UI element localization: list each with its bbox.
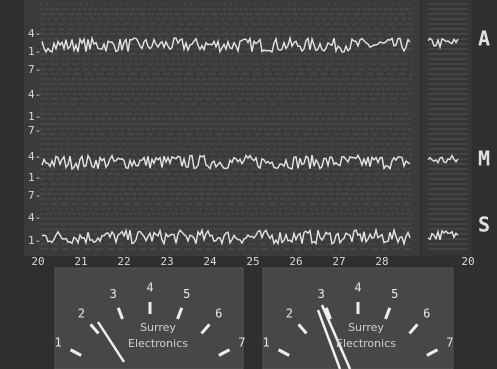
x-label: 22: [117, 255, 130, 268]
meter-brand: Electronics: [128, 337, 188, 350]
meter-brand: Surrey: [348, 321, 384, 334]
channel-label: M: [478, 147, 490, 171]
channel-label: A: [478, 27, 490, 51]
side-trace: [427, 154, 459, 164]
x-label: 23: [160, 255, 173, 268]
row-label: 1-: [28, 234, 41, 247]
meter-tick: [176, 307, 184, 320]
meter-scale: 4: [354, 281, 361, 295]
row-label: 1-: [28, 171, 41, 184]
traces: [41, 35, 459, 247]
meter-scale: 3: [318, 287, 325, 301]
x-label: 25: [246, 255, 259, 268]
meter-brand: Surrey: [140, 321, 176, 334]
labels: 4-1-7-4-1-7-4-1-7-4-1-20 21 22 23 24 25 26 27 28…: [28, 27, 490, 369]
meter-tick: [89, 323, 100, 335]
meter-needle: [320, 304, 352, 369]
meter-tick: [277, 348, 290, 357]
meter-scale: 7: [446, 336, 453, 350]
meter-brand: Electronics: [336, 337, 396, 350]
channel-label: S: [478, 213, 490, 237]
meter-tick: [324, 307, 332, 320]
meter-tick: [426, 348, 439, 357]
x-label: 21: [74, 255, 87, 268]
meter-scale: 4: [146, 281, 153, 295]
meter-tick: [384, 307, 392, 320]
row-label: 4-: [28, 150, 41, 163]
meter-needle: [96, 321, 126, 363]
meter-scale: 2: [78, 306, 85, 320]
x-label: 24: [203, 255, 217, 268]
row-label: 1-: [28, 45, 41, 58]
meter-needle: [316, 309, 342, 369]
meter-scale: 1: [263, 336, 270, 350]
row-label: 4-: [28, 88, 41, 101]
trace: [41, 227, 411, 247]
row-label: 7-: [28, 189, 41, 202]
side-trace: [427, 37, 459, 50]
x-label: 20: [31, 255, 44, 268]
meter-tick: [408, 323, 419, 335]
row-label: 7-: [28, 124, 41, 137]
meter-tick: [218, 348, 231, 357]
meter-tick: [116, 307, 124, 320]
meter-scale: 5: [391, 287, 398, 301]
trace-screen: [24, 0, 420, 256]
x-label: 28: [375, 255, 388, 268]
side-panel: [422, 0, 472, 256]
meter-scale: 7: [238, 336, 245, 350]
meter-scale: 2: [286, 306, 293, 320]
scan-lines: [40, 3, 468, 250]
meter-scale: 1: [55, 336, 62, 350]
row-label: 1-: [28, 110, 41, 123]
row-label: 4-: [28, 211, 41, 224]
row-label: 4-: [28, 27, 41, 40]
meter-tick: [297, 323, 308, 335]
meter-tick: [200, 323, 211, 335]
trace: [41, 35, 411, 54]
meter-scale: 6: [423, 306, 430, 320]
right-axis-label: 20: [461, 255, 474, 268]
meter-scale: 5: [183, 287, 190, 301]
side-trace: [427, 228, 459, 241]
x-label: 27: [332, 255, 345, 268]
meter-left: [54, 267, 244, 369]
row-label: 7-: [28, 63, 41, 76]
meter-scale: 3: [110, 287, 117, 301]
trace: [41, 153, 411, 172]
meter-tick: [69, 348, 82, 357]
meter-right: [262, 267, 454, 369]
meter-scale: 6: [215, 306, 222, 320]
x-label: 26: [289, 255, 302, 268]
